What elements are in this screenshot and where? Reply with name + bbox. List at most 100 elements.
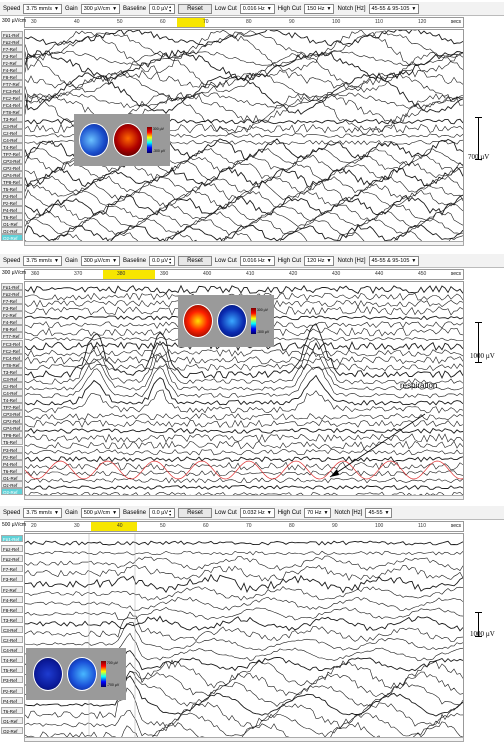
- channel-label[interactable]: T3-Ref: [1, 615, 23, 623]
- eeg-trace-plot[interactable]: [24, 533, 464, 741]
- gain-select[interactable]: 500 µV/cm ▼: [80, 507, 121, 518]
- channel-label[interactable]: F3-Ref: [1, 304, 23, 312]
- channel-label[interactable]: Fp1-Ref: [1, 283, 23, 290]
- reset-button[interactable]: Reset: [178, 507, 212, 518]
- channel-label[interactable]: T5-Ref: [1, 185, 23, 192]
- channel-label[interactable]: FCz-Ref: [1, 346, 23, 354]
- channel-label[interactable]: P3-Ref: [1, 192, 23, 199]
- highcut-select[interactable]: 120 Hz ▼: [304, 255, 335, 266]
- channel-label[interactable]: Fz-Ref: [1, 59, 23, 66]
- channel-label[interactable]: C3-Ref: [1, 625, 23, 633]
- channel-label[interactable]: F8-Ref: [1, 605, 23, 613]
- channel-label[interactable]: T6-Ref: [1, 213, 23, 220]
- channel-label[interactable]: CPz-Ref: [1, 417, 23, 425]
- channel-label[interactable]: F3-Ref: [1, 575, 23, 583]
- channel-label[interactable]: F7-Ref: [1, 565, 23, 573]
- channel-label[interactable]: C3-Ref: [1, 374, 23, 382]
- lowcut-select[interactable]: 0.016 Hz ▼: [239, 255, 275, 266]
- channel-label[interactable]: T3-Ref: [1, 115, 23, 122]
- channel-label[interactable]: Fz-Ref: [1, 585, 23, 593]
- channel-label[interactable]: FCz-Ref: [1, 94, 23, 101]
- lowcut-select[interactable]: 0.032 Hz ▼: [239, 507, 275, 518]
- spinner-arrows-icon[interactable]: ▴ ▾: [169, 3, 172, 13]
- channel-label[interactable]: F7-Ref: [1, 297, 23, 305]
- gain-select[interactable]: 300 µV/cm ▼: [80, 3, 121, 14]
- channel-label[interactable]: CP3-Ref: [1, 157, 23, 164]
- notch-select[interactable]: 45-55 & 95-105 ▼: [368, 3, 420, 14]
- channel-label[interactable]: O2-Ref: [1, 487, 23, 495]
- channel-label[interactable]: F4-Ref: [1, 318, 23, 326]
- channel-label[interactable]: TP8-Ref: [1, 431, 23, 439]
- baseline-spinner[interactable]: 0.0 µV ▴ ▾: [149, 507, 176, 518]
- channel-label[interactable]: TP7-Ref: [1, 150, 23, 157]
- channel-label[interactable]: Fp2-Ref: [1, 555, 23, 563]
- baseline-spinner[interactable]: 0.0 µV ▴ ▾: [149, 255, 176, 266]
- channel-label[interactable]: T6-Ref: [1, 706, 23, 714]
- channel-label[interactable]: P3-Ref: [1, 676, 23, 684]
- channel-label[interactable]: FT7-Ref: [1, 80, 23, 87]
- time-ruler[interactable]: secs 30 40 50 60 70 80 90 100 110 120: [24, 17, 464, 28]
- channel-label[interactable]: FC3-Ref: [1, 339, 23, 347]
- channel-label[interactable]: F4-Ref: [1, 66, 23, 73]
- channel-label[interactable]: O2-Ref: [1, 234, 23, 241]
- channel-label[interactable]: P4-Ref: [1, 459, 23, 467]
- reset-button[interactable]: Reset: [178, 255, 212, 266]
- highcut-select[interactable]: 70 Hz ▼: [304, 507, 332, 518]
- channel-label[interactable]: Cz-Ref: [1, 129, 23, 136]
- channel-label[interactable]: FC4-Ref: [1, 353, 23, 361]
- channel-label[interactable]: Cz-Ref: [1, 381, 23, 389]
- channel-label[interactable]: Oz-Ref: [1, 227, 23, 234]
- speed-select[interactable]: 3.75 mm/s ▼: [23, 507, 62, 518]
- channel-label[interactable]: Oz-Ref: [1, 480, 23, 488]
- channel-label[interactable]: O1-Ref: [1, 473, 23, 481]
- channel-label[interactable]: C4-Ref: [1, 136, 23, 143]
- notch-select[interactable]: 45-55 ▼: [365, 507, 393, 518]
- channel-label[interactable]: Pz-Ref: [1, 686, 23, 694]
- spinner-arrows-icon[interactable]: ▴ ▾: [169, 507, 172, 517]
- channel-label[interactable]: T5-Ref: [1, 438, 23, 446]
- channel-label[interactable]: C3-Ref: [1, 122, 23, 129]
- reset-button[interactable]: Reset: [178, 3, 212, 14]
- channel-label[interactable]: T4-Ref: [1, 396, 23, 404]
- channel-label[interactable]: Pz-Ref: [1, 452, 23, 460]
- channel-label[interactable]: T4-Ref: [1, 143, 23, 150]
- channel-label[interactable]: CP4-Ref: [1, 171, 23, 178]
- horizontal-scrollbar[interactable]: [24, 241, 464, 246]
- time-ruler[interactable]: secs 20 30 40 50 60 70 80 90 100 110: [24, 521, 464, 532]
- channel-label[interactable]: CP4-Ref: [1, 424, 23, 432]
- channel-label[interactable]: F8-Ref: [1, 325, 23, 333]
- channel-label[interactable]: FT7-Ref: [1, 332, 23, 340]
- channel-label[interactable]: Fz-Ref: [1, 311, 23, 319]
- baseline-spinner[interactable]: 0.0 µV ▴ ▾: [149, 3, 176, 14]
- channel-label[interactable]: P3-Ref: [1, 445, 23, 453]
- gain-select[interactable]: 300 µV/cm ▼: [80, 255, 121, 266]
- channel-label[interactable]: O1-Ref: [1, 220, 23, 227]
- channel-label[interactable]: O2-Ref: [1, 726, 23, 734]
- channel-label[interactable]: F4-Ref: [1, 595, 23, 603]
- channel-label[interactable]: P4-Ref: [1, 696, 23, 704]
- channel-label[interactable]: T3-Ref: [1, 367, 23, 375]
- channel-label[interactable]: T4-Ref: [1, 656, 23, 664]
- channel-label[interactable]: Fp1-Ref: [1, 535, 23, 542]
- horizontal-scrollbar[interactable]: [24, 495, 464, 500]
- channel-label[interactable]: O1-Ref: [1, 716, 23, 724]
- channel-label[interactable]: FT8-Ref: [1, 360, 23, 368]
- channel-label[interactable]: T5-Ref: [1, 666, 23, 674]
- channel-label[interactable]: FT8-Ref: [1, 108, 23, 115]
- speed-select[interactable]: 3.75 mm/s ▼: [23, 3, 62, 14]
- spinner-arrows-icon[interactable]: ▴ ▾: [169, 255, 172, 265]
- channel-label[interactable]: TP7-Ref: [1, 403, 23, 411]
- channel-label[interactable]: TP8-Ref: [1, 178, 23, 185]
- channel-label[interactable]: CP3-Ref: [1, 410, 23, 418]
- channel-label[interactable]: T6-Ref: [1, 466, 23, 474]
- highcut-select[interactable]: 150 Hz ▼: [304, 3, 335, 14]
- channel-label[interactable]: CPz-Ref: [1, 164, 23, 171]
- time-cursor-marker[interactable]: [103, 270, 155, 279]
- time-ruler[interactable]: secs 360 370 380 390 400 410 420 430 440 450: [24, 269, 464, 280]
- channel-label[interactable]: Fp1-Ref: [1, 31, 23, 38]
- channel-label[interactable]: C4-Ref: [1, 389, 23, 396]
- time-cursor-marker[interactable]: [91, 522, 137, 531]
- channel-label[interactable]: C4-Ref: [1, 646, 23, 654]
- channel-label[interactable]: P4-Ref: [1, 206, 23, 213]
- channel-label[interactable]: F8-Ref: [1, 73, 23, 80]
